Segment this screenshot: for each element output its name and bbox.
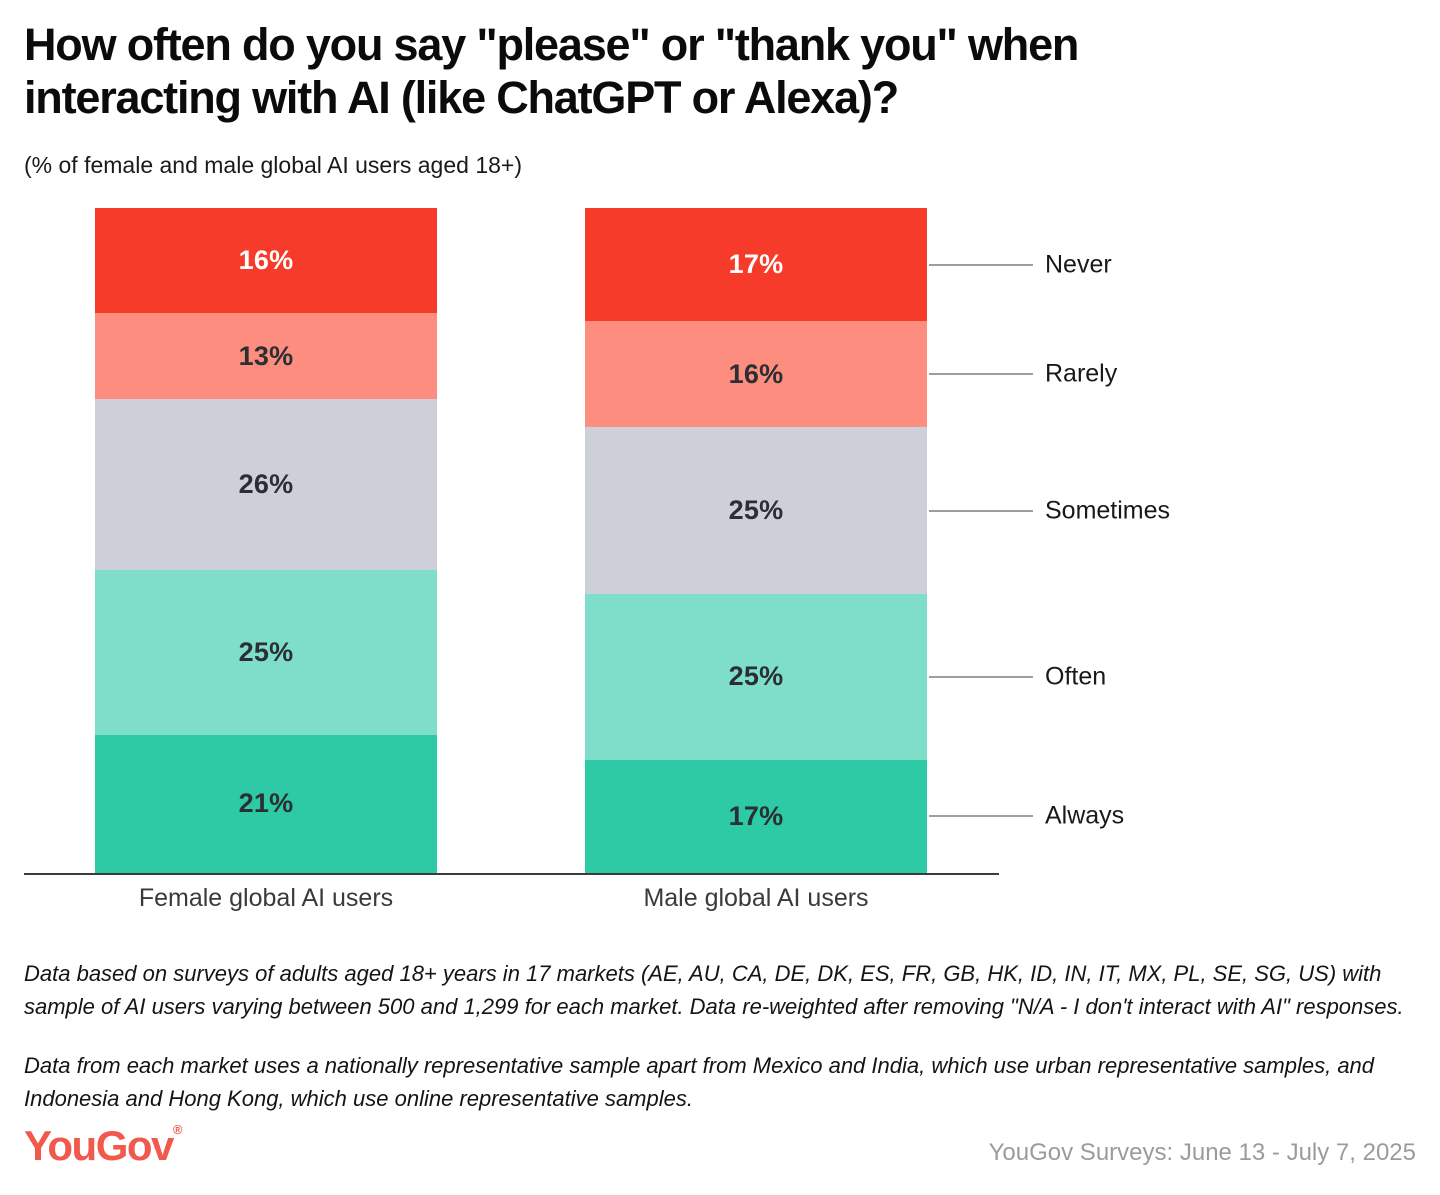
segment-female-sometimes: 26% (95, 398, 437, 571)
segment-male-rarely: 16% (585, 321, 927, 428)
leader-line-rarely (929, 373, 1033, 376)
legend-label-rarely: Rarely (1045, 359, 1118, 388)
segment-value-label: 16% (728, 358, 784, 389)
footnotes: Data based on surveys of adults aged 18+… (24, 957, 1424, 1141)
x-axis-line (24, 873, 999, 875)
segment-male-sometimes: 25% (585, 427, 927, 594)
yougov-logo: YouGov® (24, 1122, 182, 1170)
chart-subtitle: (% of female and male global AI users ag… (24, 152, 522, 178)
segment-male-never: 17% (585, 208, 927, 322)
footnote-samples: Data from each market uses a nationally … (24, 1053, 1375, 1111)
legend-label-never: Never (1045, 250, 1112, 279)
segment-male-always: 17% (585, 759, 927, 873)
legend-label-always: Always (1045, 801, 1125, 830)
registered-trademark-icon: ® (172, 1122, 183, 1137)
yougov-logo-text: YouGov (24, 1122, 174, 1169)
segment-value-label: 25% (728, 661, 784, 692)
segment-value-label: 25% (728, 495, 784, 526)
legend-label-often: Often (1045, 662, 1107, 691)
page-title-line-1: How often do you say "please" or "thank … (24, 19, 1079, 70)
bar-male-global-ai-users: 17% 16% 25% 25% 17% (585, 208, 927, 873)
category-label-female: Female global AI users (138, 884, 394, 912)
leader-line-never (929, 263, 1033, 266)
segment-value-label: 17% (728, 249, 784, 280)
page-title: How often do you say "please" or "thank … (24, 18, 1079, 124)
legend-label-sometimes: Sometimes (1045, 496, 1171, 525)
leader-line-often (929, 675, 1033, 678)
segment-value-label: 25% (238, 636, 294, 667)
segment-male-often: 25% (585, 593, 927, 760)
category-label-male: Male global AI users (643, 884, 869, 912)
segment-value-label: 26% (238, 469, 294, 500)
segment-value-label: 17% (728, 800, 784, 831)
bar-female-global-ai-users: 16% 13% 26% 25% 21% (95, 208, 437, 873)
segment-female-often: 25% (95, 570, 437, 735)
segment-female-never: 16% (95, 208, 437, 314)
source-text: YouGov Surveys: June 13 - July 7, 2025 (988, 1139, 1416, 1166)
leader-line-always (929, 815, 1033, 818)
leader-line-sometimes (929, 509, 1033, 512)
footnote-markets: Data based on surveys of adults aged 18+… (24, 961, 1404, 1019)
stacked-bar-chart: 16% 13% 26% 25% 21% 17% 16% 25% 25% 17% Female g… (0, 208, 1440, 912)
segment-female-rarely: 13% (95, 313, 437, 399)
segment-value-label: 13% (238, 340, 294, 371)
segment-value-label: 16% (238, 245, 294, 276)
segment-female-always: 21% (95, 734, 437, 873)
page-title-line-2: interacting with AI (like ChatGPT or Ale… (24, 72, 899, 123)
bottom-row: YouGov® YouGov Surveys: June 13 - July 7… (24, 1122, 1416, 1170)
segment-value-label: 21% (238, 788, 294, 819)
